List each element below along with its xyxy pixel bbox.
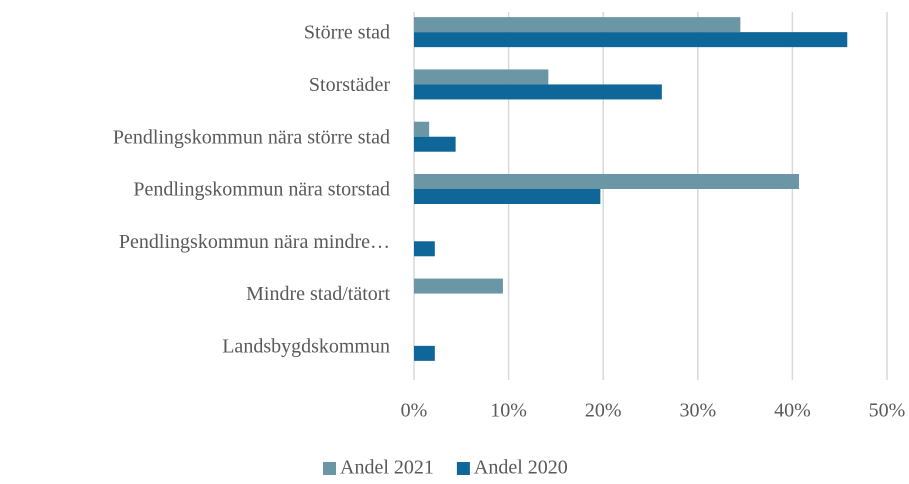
y-tick-label: Pendlingskommun nära storstad — [133, 179, 390, 201]
x-tick-label: 0% — [401, 400, 428, 422]
bar — [414, 174, 800, 189]
bar — [414, 189, 601, 204]
legend-swatch — [456, 462, 470, 475]
x-tick-label: 10% — [490, 400, 527, 422]
legend-label: Andel 2020 — [474, 457, 568, 479]
bar — [414, 136, 456, 152]
bar — [414, 278, 503, 294]
bar — [414, 32, 848, 48]
x-tick-label: 50% — [869, 400, 906, 422]
y-tick-label: Pendlingskommun nära mindre… — [119, 231, 390, 253]
x-tick-label: 30% — [679, 400, 716, 422]
legend-swatch — [323, 462, 336, 475]
y-tick-label: Storstäder — [309, 74, 390, 96]
bar — [414, 121, 430, 137]
bar — [414, 17, 741, 33]
x-tick-label: 40% — [774, 400, 811, 422]
bar — [414, 345, 435, 361]
legend-label: Andel 2021 — [340, 457, 434, 479]
x-tick-label: 20% — [585, 400, 622, 422]
y-tick-label: Större stad — [304, 22, 390, 44]
bar — [414, 241, 435, 257]
bar — [414, 84, 662, 100]
y-tick-label: Mindre stad/tätort — [246, 283, 390, 305]
y-tick-label: Landsbygdskommun — [222, 335, 390, 357]
y-tick-label: Pendlingskommun nära större stad — [113, 126, 390, 148]
bar — [414, 69, 549, 85]
